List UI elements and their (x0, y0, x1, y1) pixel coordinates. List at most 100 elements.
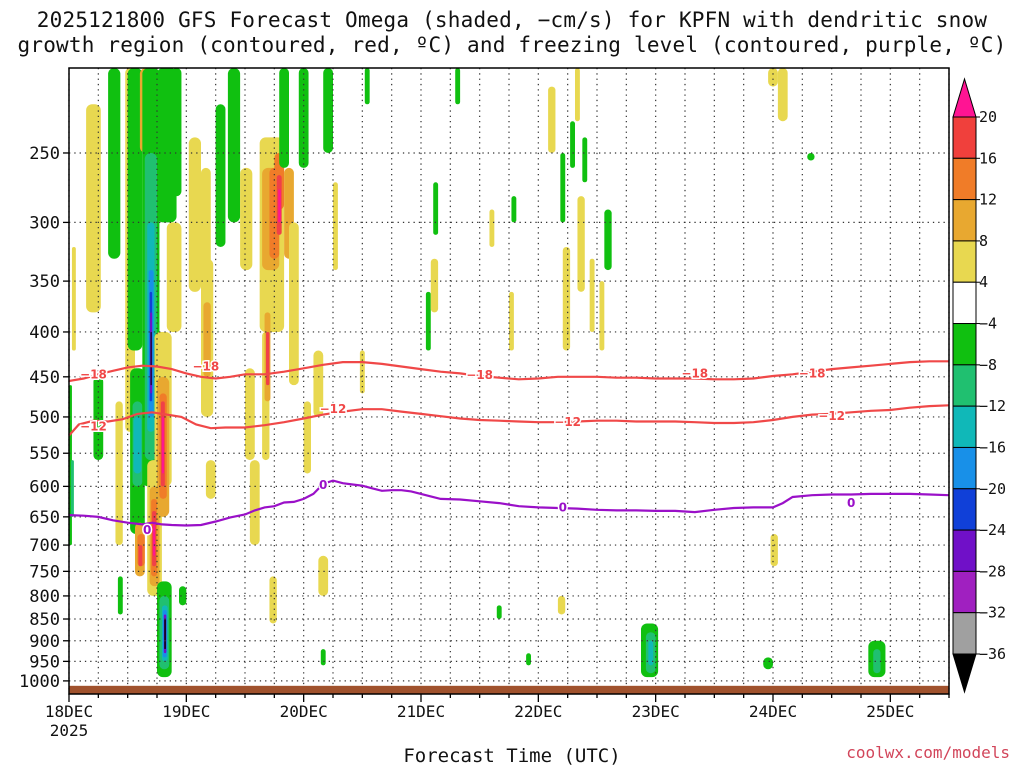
omega-cell-100 (770, 534, 778, 567)
omega-cell-99 (768, 68, 778, 87)
y-tick-label-800: 800 (29, 587, 60, 607)
omega-cell-87 (562, 246, 571, 351)
x-tick-label-19DEC: 19DEC (162, 702, 210, 721)
colorbar-label-8: −16 (979, 438, 1006, 456)
colorbar-box-5 (952, 323, 977, 366)
colorbar-label-0: 20 (979, 108, 997, 126)
omega-cell-58 (266, 331, 270, 386)
omega-cell-103 (807, 152, 815, 161)
omega-cell-42 (171, 68, 182, 197)
colorbar-label-1: 16 (979, 149, 997, 167)
colorbar-bottom-tip (952, 653, 977, 694)
omega-cell-51 (240, 167, 253, 271)
omega-cell-33 (161, 416, 164, 474)
omega-cell-3 (86, 104, 101, 313)
y-tick-label-250: 250 (29, 144, 60, 164)
omega-cell-77 (430, 258, 439, 313)
freezing-level-label-1: 0 (319, 478, 327, 492)
omega-cell-89 (575, 68, 580, 122)
colorbar-label-3: 8 (979, 232, 988, 250)
colorbar-box-11 (952, 570, 977, 614)
x-tick-label-21DEC: 21DEC (397, 702, 445, 721)
omega-cell-67 (298, 68, 309, 168)
dgz-minus12-label-2: −12 (554, 415, 581, 429)
x-tick-label-22DEC: 22DEC (514, 702, 562, 721)
colorbar-box-10 (952, 529, 977, 572)
freezing-level-label-2: 0 (559, 500, 567, 514)
omega-cell-41 (166, 222, 182, 332)
omega-cell-91 (582, 137, 588, 183)
y-tick-label-600: 600 (29, 477, 60, 497)
colorbar-label-7: −12 (979, 397, 1006, 415)
dgz-minus12-line (69, 404, 949, 437)
grid-layer (68, 68, 950, 694)
x-tick-label-18DEC: 18DEC (45, 702, 93, 721)
omega-cell-23 (150, 331, 152, 386)
freezing-level-label-3: 0 (847, 496, 855, 510)
omega-cell-15 (138, 545, 143, 567)
freezing-level-label-0: 0 (143, 523, 151, 537)
x-tick-label-25DEC: 25DEC (866, 702, 914, 721)
omega-cell-102 (763, 657, 773, 670)
colorbar-label-9: −20 (979, 480, 1006, 498)
omega-cell-62 (278, 189, 281, 223)
y-tick-label-850: 850 (29, 610, 60, 630)
colorbar-box-1 (952, 157, 977, 201)
omega-shading-layer (69, 68, 886, 678)
omega-cell-79 (455, 68, 461, 105)
omega-cell-43 (179, 586, 187, 606)
dgz-minus18-line (69, 360, 949, 383)
colorbar-label-5: −4 (979, 315, 997, 333)
freezing-level-line (69, 479, 949, 527)
colorbar-label-13: −36 (979, 645, 1006, 663)
omega-cell-9 (127, 68, 143, 351)
omega-cell-12 (133, 416, 142, 474)
omega-cell-47 (203, 302, 211, 377)
omega-cell-52 (245, 368, 255, 461)
axes-layer: 2503003504004505005506006507007508008509… (19, 67, 950, 740)
omega-cell-71 (320, 649, 326, 666)
y-tick-label-300: 300 (29, 213, 60, 233)
omega-cell-76 (425, 291, 431, 351)
dgz-minus18-label-4: −18 (799, 366, 826, 380)
colorbar-top-tip (952, 77, 977, 118)
omega-cell-82 (509, 291, 514, 351)
omega-cell-72 (323, 68, 333, 153)
omega-cell-81 (496, 605, 502, 620)
omega-cell-92 (589, 258, 595, 332)
y-tick-label-750: 750 (29, 562, 60, 582)
omega-cell-95 (557, 595, 566, 615)
dgz-minus18-label-3: −18 (681, 366, 708, 380)
chart-title-line-1: 2025121800 GFS Forecast Omega (shaded, −… (36, 8, 988, 32)
colorbar-box-0 (952, 116, 977, 159)
x-tick-sublabel-0: 2025 (50, 721, 89, 740)
contour-layer: −18 −18 −18 −18 −18 −12 −12 −12 −12 0 0 0 0 (69, 358, 949, 539)
dgz-minus12-label-1: −12 (320, 402, 347, 416)
x-axis-title: Forecast Time (UTC) (403, 745, 621, 767)
omega-cell-93 (599, 281, 605, 351)
y-tick-label-400: 400 (29, 323, 60, 343)
omega-cell-78 (433, 182, 439, 235)
colorbar-label-11: −28 (979, 562, 1006, 580)
omega-cell-7 (117, 576, 123, 615)
x-tick-label-23DEC: 23DEC (632, 702, 680, 721)
y-tick-label-450: 450 (29, 368, 60, 388)
colorbar-label-6: −8 (979, 356, 997, 374)
omega-cell-90 (577, 196, 585, 292)
omega-cell-105 (873, 649, 881, 674)
omega-cell-2 (71, 246, 76, 351)
dgz-minus18-label-1: −18 (193, 360, 220, 374)
credit-link[interactable]: coolwx.com/models (846, 743, 1010, 762)
colorbar: 20 16 12 8 4 −4 −8 −12 −16 −20 −24 −28 −32 −36 (952, 77, 1006, 694)
colorbar-box-12 (952, 612, 977, 655)
omega-cell-83 (511, 196, 517, 223)
colorbar-box-9 (952, 488, 977, 531)
ground-band (69, 685, 949, 694)
dgz-minus18-label-0: −18 (80, 367, 107, 381)
colorbar-box-4 (952, 281, 977, 325)
omega-cell-101 (777, 68, 788, 122)
omega-cell-86 (560, 152, 566, 223)
omega-cell-94 (604, 209, 612, 271)
colorbar-box-2 (952, 199, 977, 242)
